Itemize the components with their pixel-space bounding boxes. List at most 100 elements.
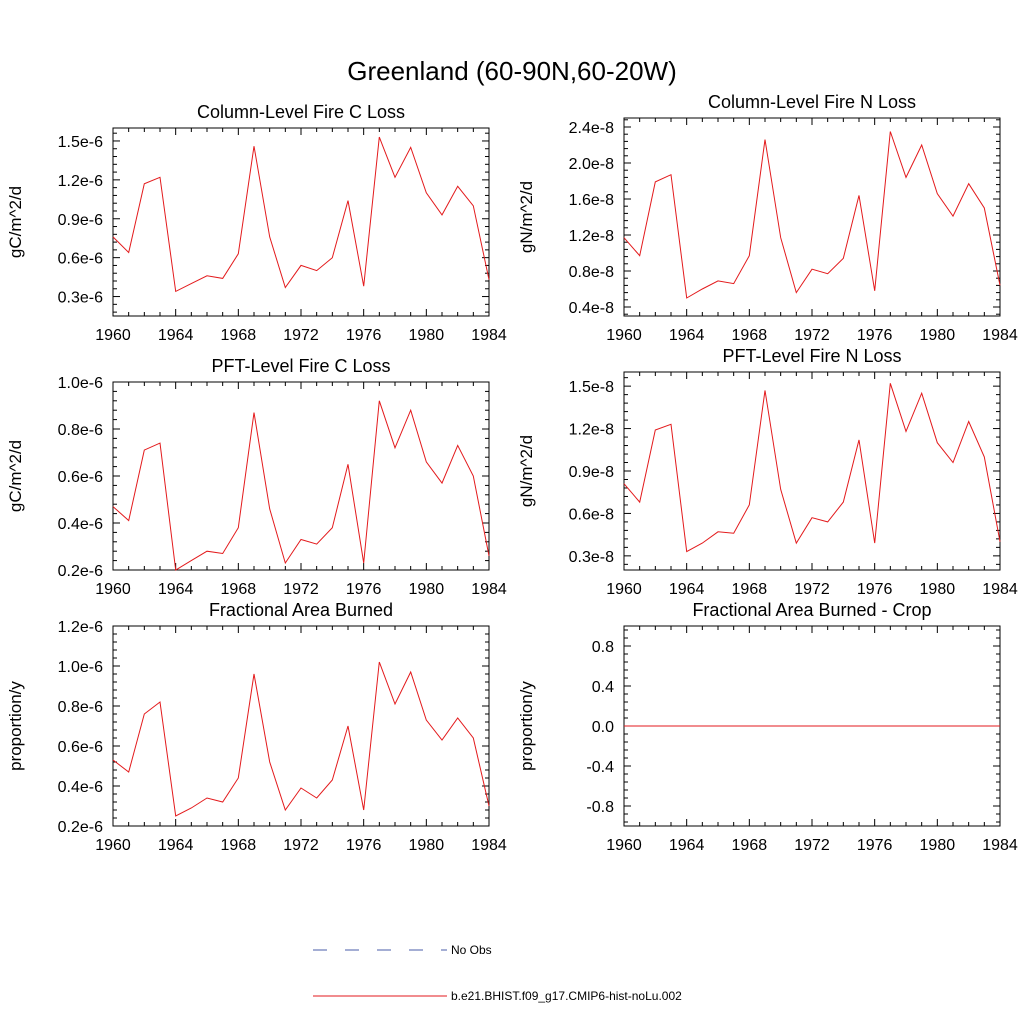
- y-tick-label: 1.2e-6: [58, 619, 103, 636]
- panel-title: PFT-Level Fire N Loss: [722, 346, 901, 366]
- chart-panel-2: Column-Level Fire N Loss 1960 1964 1968 1972…: [517, 92, 1018, 344]
- plot-frame: [623, 117, 1001, 317]
- y-tick-label: 0.4e-6: [58, 516, 103, 533]
- x-tick-label: 1984: [471, 837, 507, 854]
- y-axis-label: gN/m^2/d: [517, 181, 536, 253]
- y-tick-label: 0.8: [592, 639, 614, 656]
- y-tick-label: 1.6e-8: [569, 192, 614, 209]
- x-tick-label: 1972: [283, 327, 319, 344]
- y-tick-label: 0.9e-8: [569, 464, 614, 481]
- y-tick-label: 0.8e-6: [58, 699, 103, 716]
- x-tick-label: 1972: [794, 581, 830, 598]
- x-tick-label: 1960: [606, 837, 642, 854]
- x-tick-label: 1972: [794, 327, 830, 344]
- y-axis-label: proportion/y: [517, 681, 536, 771]
- x-tick-label: 1984: [471, 581, 507, 598]
- x-tick-label: 1968: [221, 327, 257, 344]
- chart-panel-3: PFT-Level Fire C Loss 1960 1964 1968 1972 197…: [6, 356, 507, 598]
- y-tick-label: 1.0e-6: [58, 659, 103, 676]
- y-tick-label: 0.3e-8: [569, 549, 614, 566]
- series-line: [112, 400, 490, 571]
- series-line: [623, 131, 1001, 299]
- x-tick-label: 1960: [606, 327, 642, 344]
- chart-panels: Column-Level Fire C Loss 1960 1964 1968 1972…: [6, 92, 1018, 854]
- x-tick-label: 1968: [221, 581, 257, 598]
- y-tick-label: 1.2e-8: [569, 228, 614, 245]
- x-tick-label: 1984: [982, 837, 1018, 854]
- plot-frame: [623, 371, 1001, 571]
- x-tick-label: 1960: [95, 581, 131, 598]
- y-tick-label: 2.0e-8: [569, 156, 614, 173]
- legend-label: b.e21.BHIST.f09_g17.CMIP6-hist-noLu.002: [451, 989, 682, 1003]
- panel-title: PFT-Level Fire C Loss: [211, 356, 390, 376]
- y-tick-label: 0.6e-6: [58, 251, 103, 268]
- y-tick-label: 1.2e-6: [58, 173, 103, 190]
- chart-panel-5: Fractional Area Burned 1960 1964 1968 1972 19…: [6, 600, 507, 854]
- x-tick-label: 1984: [982, 581, 1018, 598]
- x-tick-label: 1960: [95, 837, 131, 854]
- x-tick-label: 1976: [857, 581, 893, 598]
- y-tick-label: 0.6e-8: [569, 506, 614, 523]
- y-tick-label: 0.2e-6: [58, 819, 103, 836]
- x-tick-label: 1964: [669, 581, 705, 598]
- x-tick-label: 1964: [158, 581, 194, 598]
- x-tick-label: 1964: [669, 837, 705, 854]
- x-tick-label: 1972: [283, 581, 319, 598]
- y-tick-label: -0.8: [586, 799, 614, 816]
- chart-panel-6: Fractional Area Burned - Crop 1960 1964 196…: [517, 600, 1018, 854]
- chart-panel-1: Column-Level Fire C Loss 1960 1964 1968 1972…: [6, 102, 507, 344]
- x-tick-label: 1960: [95, 327, 131, 344]
- legend: No Obs b.e21.BHIST.f09_g17.CMIP6-hist-noL…: [313, 943, 682, 1003]
- plot-frame: [112, 381, 490, 571]
- panel-title: Fractional Area Burned: [209, 600, 393, 620]
- x-tick-label: 1984: [471, 327, 507, 344]
- x-tick-label: 1964: [669, 327, 705, 344]
- y-tick-label: 1.5e-6: [58, 134, 103, 151]
- y-axis-label: gC/m^2/d: [6, 186, 25, 258]
- x-tick-label: 1976: [346, 837, 382, 854]
- x-tick-label: 1964: [158, 837, 194, 854]
- y-tick-label: 0.6e-6: [58, 739, 103, 756]
- x-tick-label: 1968: [732, 327, 768, 344]
- y-tick-label: -0.4: [586, 759, 614, 776]
- x-tick-label: 1972: [794, 837, 830, 854]
- x-tick-label: 1976: [857, 327, 893, 344]
- y-tick-label: 1.5e-8: [569, 379, 614, 396]
- panel-title: Fractional Area Burned - Crop: [692, 600, 931, 620]
- panel-title: Column-Level Fire C Loss: [197, 102, 405, 122]
- y-tick-label: 2.4e-8: [569, 120, 614, 137]
- y-tick-label: 0.0: [592, 719, 614, 736]
- y-tick-label: 0.4e-8: [569, 300, 614, 317]
- x-tick-label: 1980: [409, 581, 445, 598]
- x-tick-label: 1980: [920, 837, 956, 854]
- y-axis-label: proportion/y: [6, 681, 25, 771]
- chart-panel-4: PFT-Level Fire N Loss 1960 1964 1968 1972 197…: [517, 346, 1018, 598]
- figure-title: Greenland (60-90N,60-20W): [347, 56, 677, 86]
- y-tick-label: 0.3e-6: [58, 290, 103, 307]
- x-tick-label: 1968: [221, 837, 257, 854]
- y-tick-label: 1.0e-6: [58, 375, 103, 392]
- series-line: [112, 661, 490, 817]
- y-tick-label: 0.4: [592, 679, 614, 696]
- series-line: [623, 383, 1001, 553]
- y-tick-label: 0.8e-8: [569, 264, 614, 281]
- y-axis-label: gC/m^2/d: [6, 440, 25, 512]
- x-tick-label: 1980: [409, 837, 445, 854]
- x-tick-label: 1980: [920, 581, 956, 598]
- x-tick-label: 1976: [346, 581, 382, 598]
- x-tick-label: 1960: [606, 581, 642, 598]
- panel-title: Column-Level Fire N Loss: [708, 92, 916, 112]
- x-tick-label: 1980: [409, 327, 445, 344]
- y-tick-label: 0.8e-6: [58, 422, 103, 439]
- x-tick-label: 1976: [346, 327, 382, 344]
- x-tick-label: 1968: [732, 837, 768, 854]
- plot-frame: [112, 127, 490, 317]
- legend-label: No Obs: [451, 943, 492, 957]
- x-tick-label: 1964: [158, 327, 194, 344]
- y-tick-label: 0.4e-6: [58, 779, 103, 796]
- series-line: [112, 136, 490, 293]
- plot-frame: [112, 625, 490, 827]
- y-axis-label: gN/m^2/d: [517, 435, 536, 507]
- x-tick-label: 1980: [920, 327, 956, 344]
